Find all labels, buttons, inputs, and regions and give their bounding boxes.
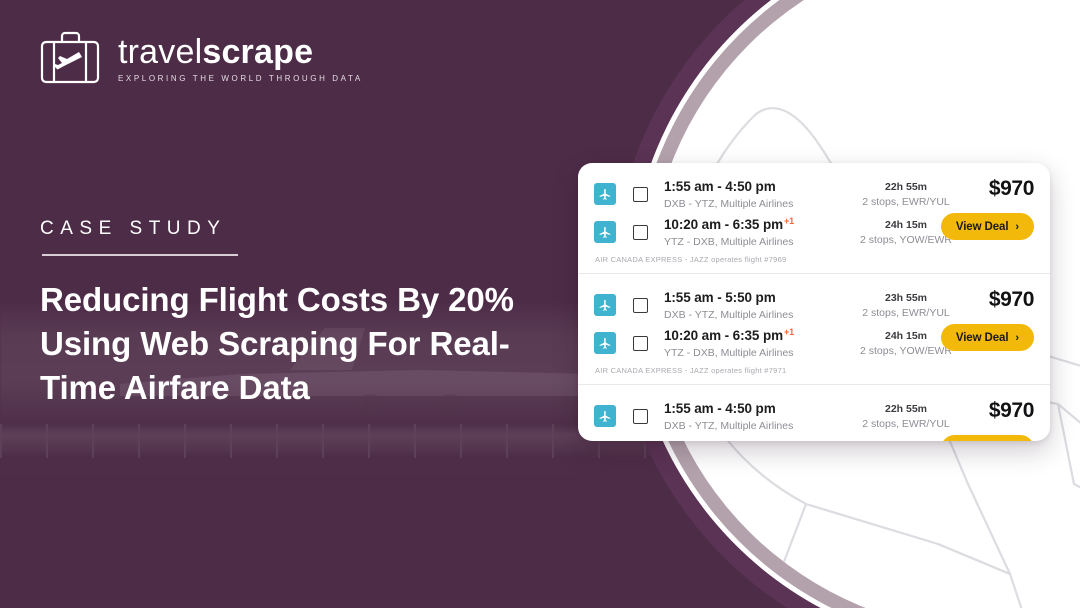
flight-duration: 23h 55m xyxy=(884,291,928,304)
view-deal-button[interactable]: View Deal› xyxy=(940,435,1034,441)
flight-card[interactable]: 1:55 am - 4:50 pm DXB - YTZ, Multiple Air… xyxy=(578,384,1050,441)
flight-route: YTZ - DXB, Multiple Airlines xyxy=(664,347,794,360)
page-title: Reducing Flight Costs By 20% Using Web S… xyxy=(40,281,514,407)
flight-select-checkbox[interactable] xyxy=(633,335,648,351)
eyebrow-label: CASE STUDY xyxy=(40,218,227,239)
brand-word-suffix: scrape xyxy=(202,32,314,71)
view-deal-button[interactable]: View Deal › xyxy=(940,324,1034,351)
chevron-right-icon: › xyxy=(1015,220,1019,233)
airplane-badge-icon xyxy=(594,221,616,243)
flight-card[interactable]: 1:55 am - 4:50 pm DXB - YTZ, Multiple Air… xyxy=(578,163,1050,273)
flight-duration: 24h 15m xyxy=(884,218,928,231)
flight-select-checkbox[interactable] xyxy=(633,224,648,240)
flight-leg-info: 1:55 am - 5:50 pm DXB - YTZ, Multiple Air… xyxy=(664,289,850,321)
flight-times: 1:55 am - 4:50 pm xyxy=(664,179,776,194)
flight-route: DXB - YTZ, Multiple Airlines xyxy=(664,420,794,432)
flight-times: 10:20 am - 6:35 pm+1 xyxy=(664,326,795,344)
next-day-indicator: +1 xyxy=(784,326,795,337)
brand-word-prefix: travel xyxy=(118,32,203,71)
flight-leg-row[interactable]: 1:55 am - 4:50 pm DXB - YTZ, Multiple Air… xyxy=(594,397,1034,435)
operated-by-note: AIR CANADA EXPRESS - JAZZ operates fligh… xyxy=(595,366,787,375)
flight-leg-info: 1:55 am - 4:50 pm DXB - YTZ, Multiple Air… xyxy=(664,178,850,210)
flight-price: $970 xyxy=(988,399,1035,422)
flight-duration-info: 22h 55m 2 stops, EWR/YUL xyxy=(850,403,962,430)
flight-stops: 2 stops, YOW/EWR xyxy=(860,344,952,357)
flight-price: $970 xyxy=(988,288,1035,311)
flight-leg-row[interactable]: 10:20 am - 6:35 pm+1 YTZ - DXB, Multiple … xyxy=(594,213,1034,251)
hero-text-block: CASE STUDY Reducing Flight Costs By 20% … xyxy=(40,218,580,411)
brand-tagline: EXPLORING THE WORLD THROUGH DATA xyxy=(118,73,363,83)
flight-duration-info: 24h 15m 2 stops, YOW/EWR xyxy=(850,330,962,357)
flight-select-checkbox[interactable] xyxy=(633,297,648,313)
eyebrow-divider xyxy=(42,254,238,256)
flight-duration-info: 22h 55m 2 stops, EWR/YUL xyxy=(850,181,962,208)
flight-duration: 24h 15m xyxy=(884,329,928,342)
flight-card[interactable]: 1:55 am - 5:50 pm DXB - YTZ, Multiple Air… xyxy=(578,273,1050,384)
flight-price: $970 xyxy=(988,177,1035,200)
airplane-badge-icon xyxy=(594,183,616,205)
brand-logo[interactable]: travelscrape EXPLORING THE WORLD THROUGH… xyxy=(40,30,363,86)
flight-leg-info: 1:55 am - 4:50 pm DXB - YTZ, Multiple Air… xyxy=(664,400,850,432)
flight-stops: 2 stops, EWR/YUL xyxy=(862,417,950,430)
flight-times: 10:20 am - 6:35 pm+1 xyxy=(664,215,795,233)
flight-duration-info: 23h 55m 2 stops, EWR/YUL xyxy=(850,292,962,319)
flight-route: DXB - YTZ, Multiple Airlines xyxy=(664,309,794,321)
flight-route: DXB - YTZ, Multiple Airlines xyxy=(664,198,794,210)
airplane-badge-icon xyxy=(594,332,616,354)
flight-results-panel[interactable]: 1:55 am - 4:50 pm DXB - YTZ, Multiple Air… xyxy=(578,163,1050,441)
flight-duration-info: 24h 15m 2 stops, YOW/EWR xyxy=(850,219,962,246)
flight-leg-info: 10:20 am - 6:35 pm+1 YTZ - DXB, Multiple … xyxy=(664,327,850,360)
flight-leg-info: 10:20 am - 6:35 pm+1 YTZ - DXB, Multiple … xyxy=(664,216,850,249)
flight-stops: 2 stops, EWR/YUL xyxy=(862,195,950,208)
flight-duration: 22h 55m xyxy=(884,402,928,415)
view-deal-button[interactable]: View Deal › xyxy=(940,213,1034,240)
flight-times: 1:55 am - 4:50 pm xyxy=(664,401,776,416)
airplane-badge-icon xyxy=(594,294,616,316)
operated-by-note: AIR CANADA EXPRESS - JAZZ operates fligh… xyxy=(595,255,787,264)
flight-times: 1:55 am - 5:50 pm xyxy=(664,290,776,305)
flight-stops: 2 stops, YOW/EWR xyxy=(860,233,952,246)
flight-select-checkbox[interactable] xyxy=(633,186,648,202)
view-deal-label: View Deal xyxy=(955,220,1009,233)
flight-leg-row[interactable]: 1:55 am - 4:50 pm DXB - YTZ, Multiple Air… xyxy=(594,175,1034,213)
flight-select-checkbox[interactable] xyxy=(633,408,648,424)
suitcase-airplane-icon xyxy=(40,31,100,84)
next-day-indicator: +1 xyxy=(784,215,795,226)
airplane-badge-icon xyxy=(594,405,616,427)
flight-leg-row[interactable]: 10:20 am - 6:35 pm+1 YTZ - DXB, Multiple … xyxy=(594,324,1034,362)
view-deal-label: View Deal xyxy=(955,331,1009,344)
chevron-right-icon: › xyxy=(1015,331,1019,344)
flight-route: YTZ - DXB, Multiple Airlines xyxy=(664,236,794,249)
brand-wordmark: travelscrape xyxy=(118,34,363,70)
flight-duration: 22h 55m xyxy=(884,180,928,193)
flight-stops: 2 stops, EWR/YUL xyxy=(862,306,950,319)
flight-leg-row[interactable]: 1:55 am - 5:50 pm DXB - YTZ, Multiple Air… xyxy=(594,286,1034,324)
